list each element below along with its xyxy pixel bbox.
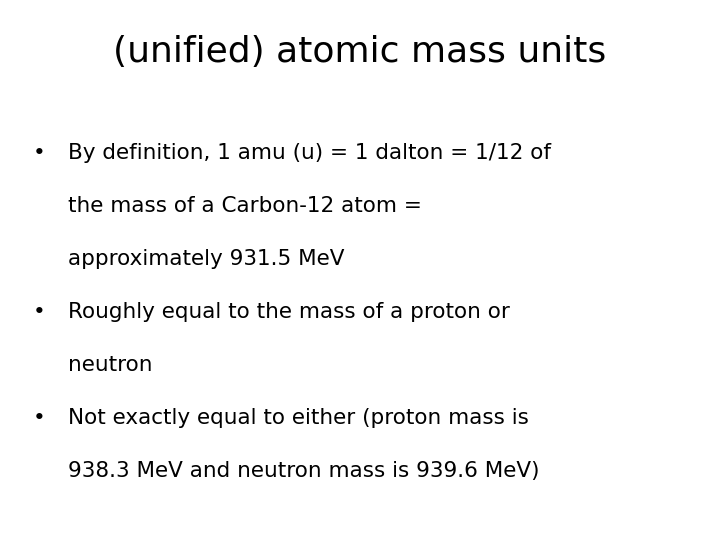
Text: By definition, 1 amu (u) = 1 dalton = 1/12 of: By definition, 1 amu (u) = 1 dalton = 1/… <box>68 143 552 163</box>
Text: neutron: neutron <box>68 355 153 375</box>
Text: (unified) atomic mass units: (unified) atomic mass units <box>113 35 607 69</box>
Text: the mass of a Carbon-12 atom =: the mass of a Carbon-12 atom = <box>68 196 422 216</box>
Text: Not exactly equal to either (proton mass is: Not exactly equal to either (proton mass… <box>68 408 529 428</box>
Text: 938.3 MeV and neutron mass is 939.6 MeV): 938.3 MeV and neutron mass is 939.6 MeV) <box>68 461 540 481</box>
Text: approximately 931.5 MeV: approximately 931.5 MeV <box>68 249 345 269</box>
Text: •: • <box>33 143 46 163</box>
Text: Roughly equal to the mass of a proton or: Roughly equal to the mass of a proton or <box>68 302 510 322</box>
Text: •: • <box>33 408 46 428</box>
Text: •: • <box>33 302 46 322</box>
